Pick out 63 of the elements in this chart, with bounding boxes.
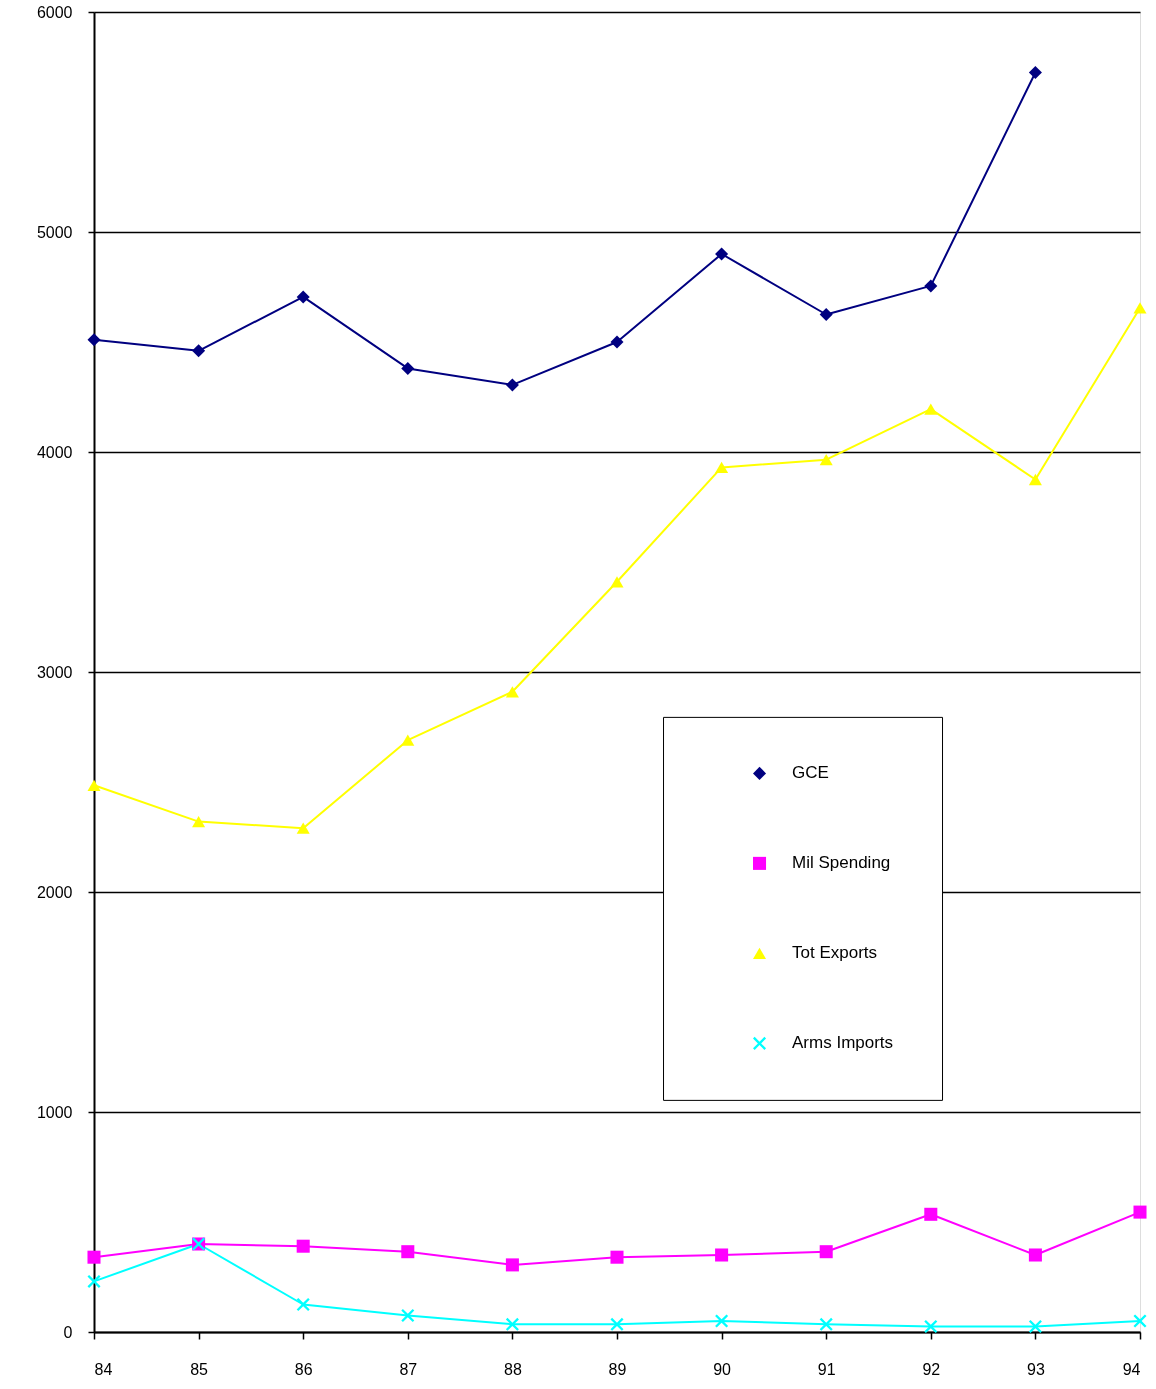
x-tick-label: 86 bbox=[294, 1360, 313, 1378]
y-tick-label: 5000 bbox=[36, 223, 73, 241]
point bbox=[87, 779, 101, 791]
point bbox=[610, 1250, 624, 1264]
x-tick-label: 88 bbox=[504, 1360, 522, 1378]
point bbox=[610, 576, 624, 588]
point bbox=[610, 335, 624, 349]
point bbox=[715, 1314, 729, 1328]
y-tick-label: 6000 bbox=[36, 3, 73, 21]
y-tick-label: 0 bbox=[63, 1323, 73, 1341]
point bbox=[1028, 1319, 1042, 1334]
point bbox=[505, 686, 519, 698]
legend-label: Arms Imports bbox=[792, 1033, 894, 1053]
point bbox=[715, 247, 729, 261]
y-tick-label: 2000 bbox=[36, 883, 73, 901]
point bbox=[1133, 1314, 1147, 1328]
point bbox=[296, 822, 310, 834]
legend-label: Tot Exports bbox=[792, 943, 878, 963]
point bbox=[1028, 1248, 1042, 1262]
point bbox=[401, 361, 415, 375]
point bbox=[192, 815, 206, 828]
point bbox=[715, 461, 729, 474]
x-tick-label: 84 bbox=[94, 1360, 113, 1378]
x-tick-label: 93 bbox=[1027, 1360, 1045, 1378]
y-tick-label: 4000 bbox=[36, 443, 73, 461]
legend-label: Mil Spending bbox=[792, 853, 891, 873]
point bbox=[296, 1297, 310, 1312]
x-tick-label: 91 bbox=[817, 1360, 836, 1378]
point bbox=[296, 1239, 310, 1253]
point bbox=[924, 279, 938, 293]
point bbox=[924, 1207, 938, 1221]
x-tick-label: 92 bbox=[922, 1360, 941, 1378]
point bbox=[296, 290, 310, 304]
point bbox=[87, 1274, 101, 1288]
point bbox=[401, 1245, 415, 1259]
x-tick-label: 87 bbox=[399, 1360, 418, 1378]
point bbox=[505, 378, 519, 392]
point bbox=[819, 1317, 833, 1331]
point bbox=[401, 1308, 415, 1323]
point bbox=[819, 1245, 833, 1259]
point bbox=[924, 1319, 938, 1334]
x-tick-label: 90 bbox=[713, 1360, 732, 1378]
point bbox=[1028, 473, 1042, 486]
point bbox=[192, 344, 206, 358]
legend-label: GCE bbox=[792, 763, 829, 783]
point bbox=[715, 1248, 729, 1262]
point bbox=[505, 1317, 519, 1331]
point bbox=[1133, 302, 1147, 314]
x-tick-label: 85 bbox=[190, 1360, 209, 1378]
point bbox=[87, 1250, 101, 1264]
point bbox=[1133, 1205, 1147, 1219]
y-tick-label: 3000 bbox=[36, 663, 73, 681]
x-tick-label: 89 bbox=[608, 1360, 627, 1378]
point bbox=[505, 1258, 519, 1272]
x-tick-label: 94 bbox=[1122, 1360, 1141, 1378]
point bbox=[1028, 65, 1042, 80]
point bbox=[819, 454, 833, 466]
y-tick-label: 1000 bbox=[36, 1103, 73, 1121]
point bbox=[87, 333, 101, 347]
point bbox=[924, 403, 938, 415]
point bbox=[819, 307, 833, 322]
point bbox=[610, 1317, 624, 1331]
point bbox=[401, 734, 415, 746]
